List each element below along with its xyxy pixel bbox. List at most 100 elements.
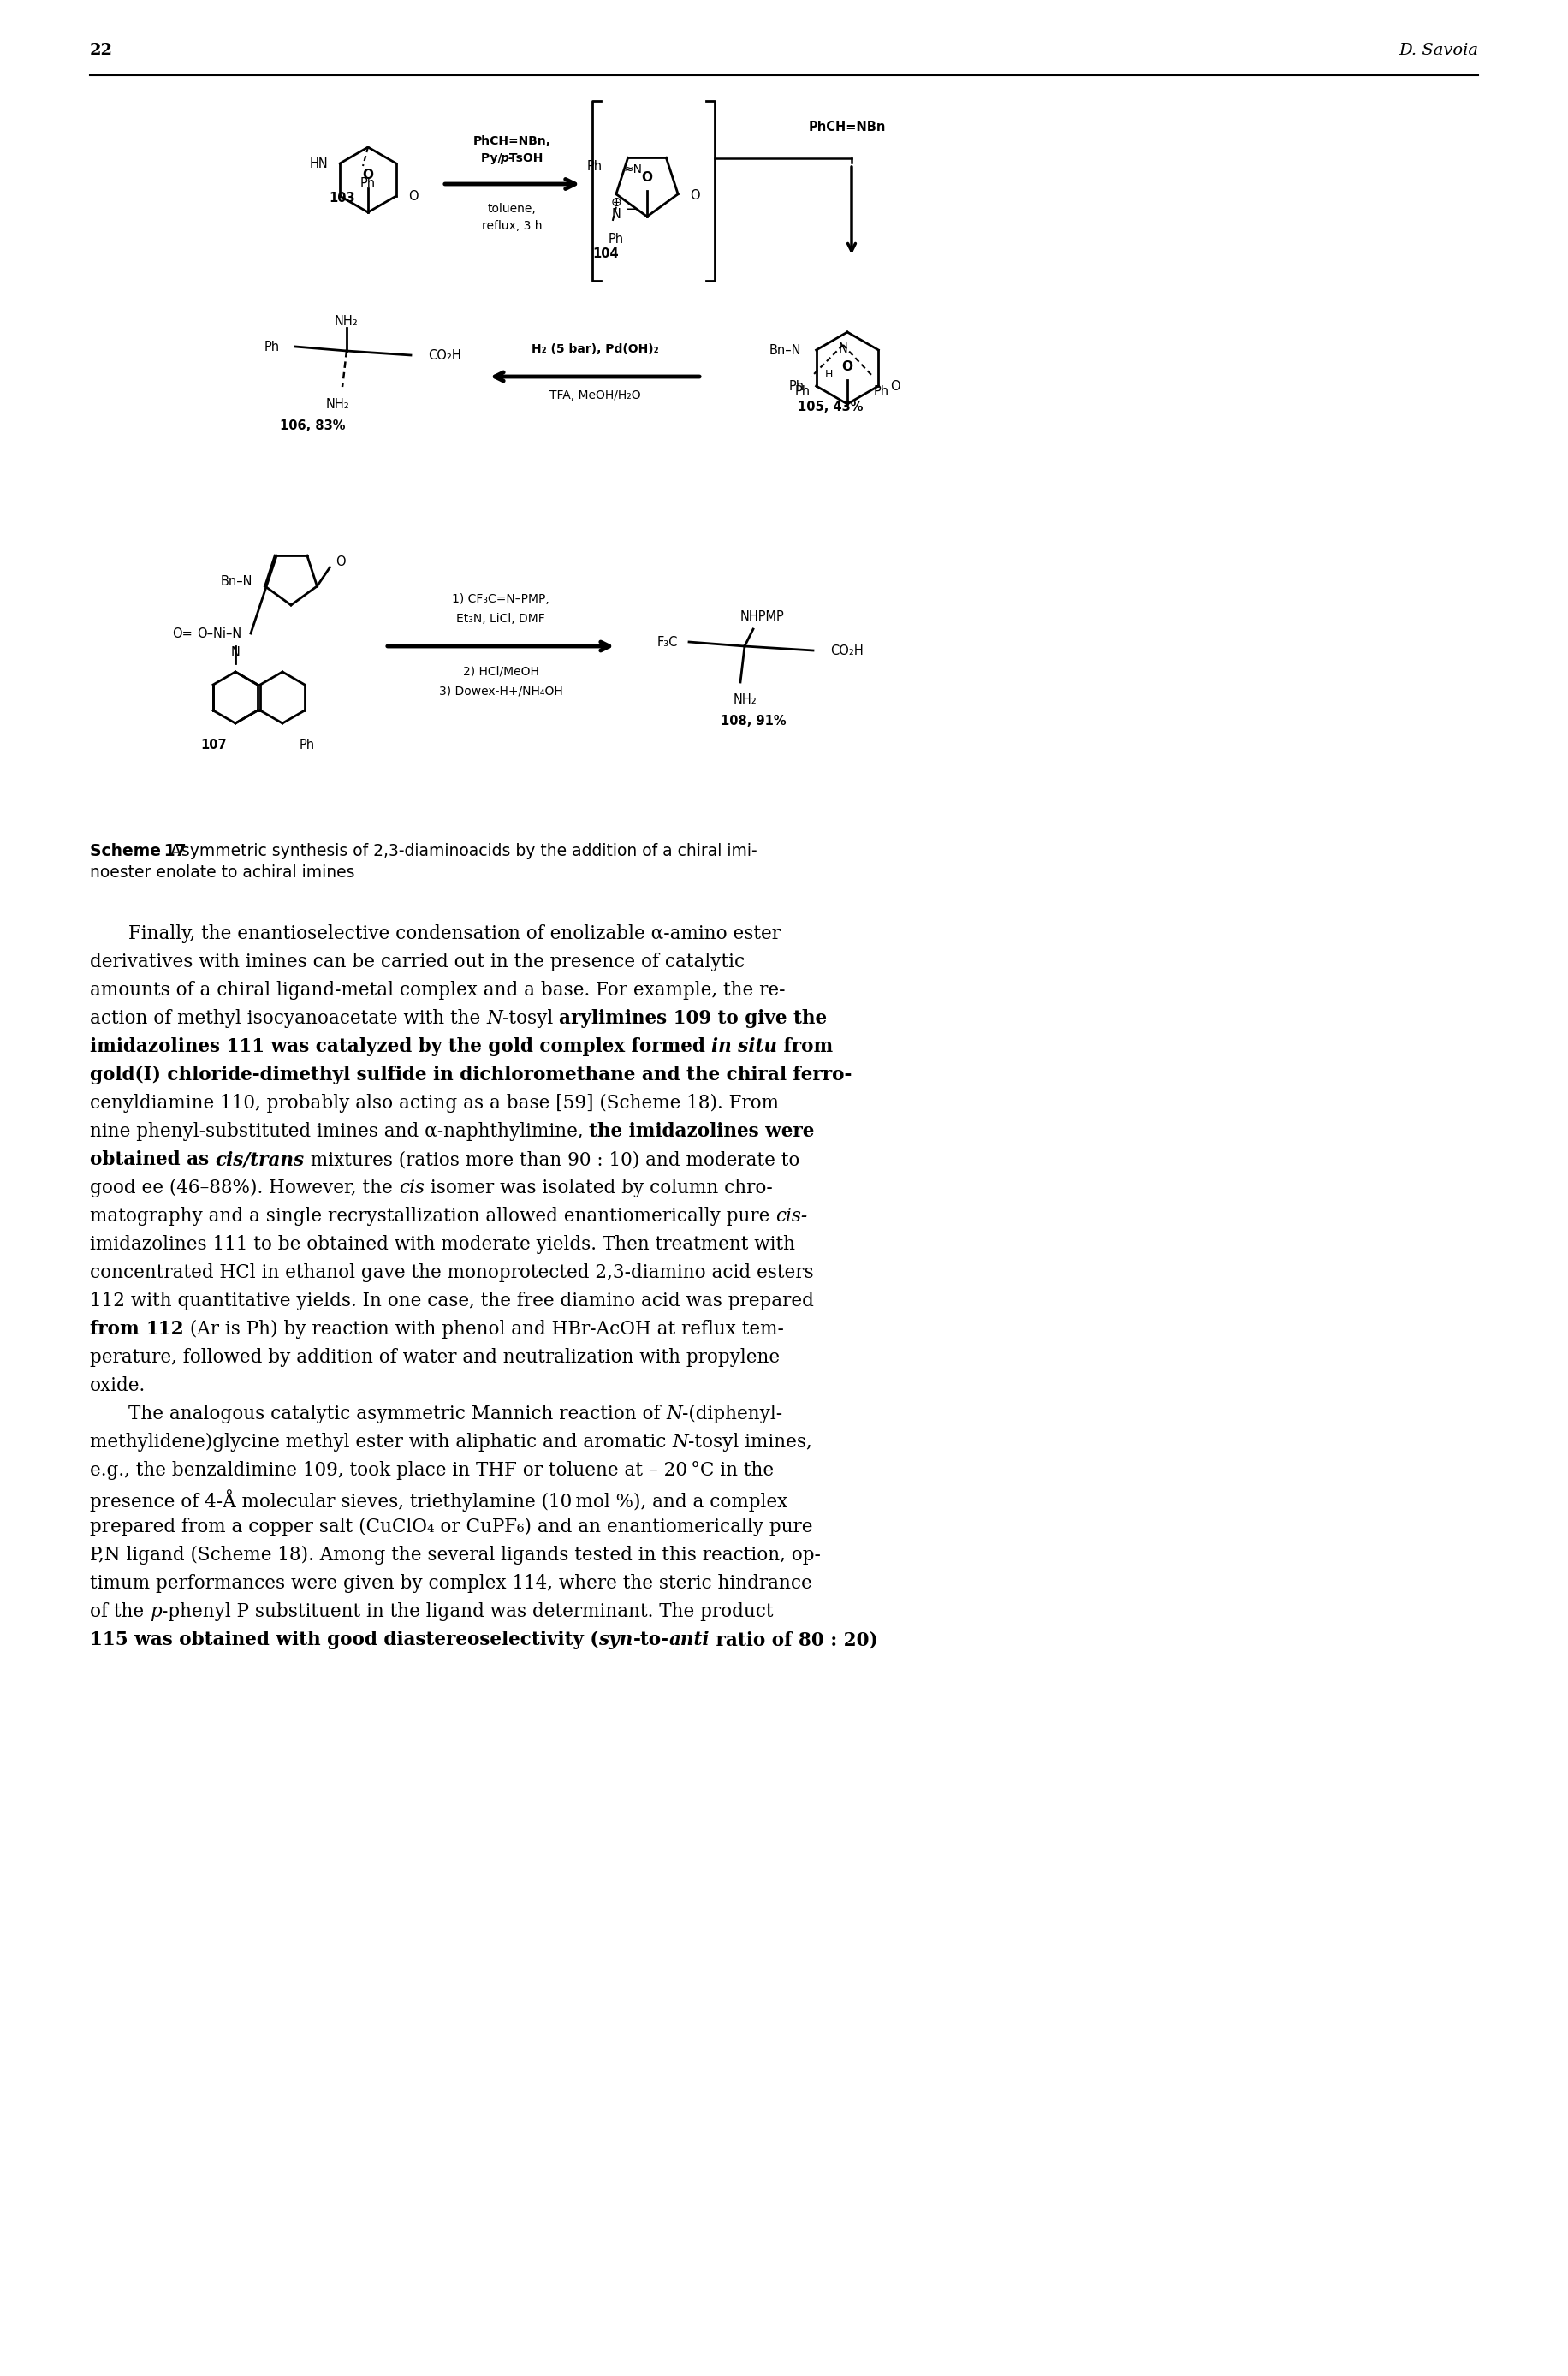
Text: O: O — [336, 556, 347, 568]
Text: cis: cis — [398, 1178, 423, 1198]
Text: F₃C: F₃C — [657, 634, 677, 649]
Text: the imidazolines were: the imidazolines were — [590, 1121, 815, 1140]
Text: arylimines 109: arylimines 109 — [560, 1010, 712, 1029]
Text: 108, 91%: 108, 91% — [720, 715, 786, 727]
Text: N: N — [486, 1010, 502, 1029]
Text: 1) CF₃C=N–PMP,: 1) CF₃C=N–PMP, — [452, 594, 549, 606]
Text: ⊕: ⊕ — [610, 197, 621, 209]
Text: obtained as: obtained as — [89, 1150, 215, 1169]
Text: the chiral ferro-: the chiral ferro- — [687, 1064, 851, 1083]
Text: imidazolines 111 was catalyzed by the gold complex formed: imidazolines 111 was catalyzed by the go… — [89, 1038, 712, 1057]
Text: nine phenyl-substituted imines and α-naphthylimine,: nine phenyl-substituted imines and α-nap… — [89, 1121, 590, 1140]
Text: 112: 112 — [146, 1319, 183, 1338]
Text: Ph: Ph — [361, 178, 376, 190]
Text: O: O — [842, 361, 853, 373]
Text: O: O — [641, 171, 652, 183]
Text: -to-: -to- — [633, 1630, 670, 1649]
Text: PhCH=NBn: PhCH=NBn — [809, 121, 886, 133]
Text: CO₂H: CO₂H — [829, 644, 864, 656]
Text: N: N — [839, 342, 848, 354]
Text: Ph: Ph — [873, 385, 889, 399]
Text: 22: 22 — [89, 43, 113, 57]
Text: e.g., the benzaldimine 109, took place in THF or toluene at – 20 °C in the: e.g., the benzaldimine 109, took place i… — [89, 1461, 775, 1480]
Text: O: O — [690, 190, 699, 202]
Text: NHPMP: NHPMP — [740, 611, 784, 623]
Text: from: from — [778, 1038, 833, 1057]
Text: Scheme 17: Scheme 17 — [89, 843, 187, 860]
Text: Ph: Ph — [265, 340, 279, 354]
Text: mixtures (ratios more than 90 : 10) and moderate to: mixtures (ratios more than 90 : 10) and … — [304, 1150, 800, 1169]
Text: HN: HN — [309, 157, 328, 171]
Text: 3) Dowex-H+/NH₄OH: 3) Dowex-H+/NH₄OH — [439, 684, 563, 696]
Text: H: H — [825, 368, 833, 380]
Text: Ph: Ph — [795, 385, 811, 399]
Text: cenyldiamine 110, probably also acting as a base [59] (Scheme 18). From: cenyldiamine 110, probably also acting a… — [89, 1093, 779, 1112]
Text: presence of 4-Å molecular sieves, triethylamine (10 mol %), and a complex: presence of 4-Å molecular sieves, trieth… — [89, 1490, 787, 1511]
Text: CO₂H: CO₂H — [428, 349, 461, 361]
Text: perature, followed by addition of water and neutralization with propylene: perature, followed by addition of water … — [89, 1347, 779, 1366]
Text: derivatives with imines can be carried out in the presence of catalytic: derivatives with imines can be carried o… — [89, 953, 745, 972]
Text: O: O — [362, 169, 373, 181]
Text: prepared from a copper salt (CuClO₄ or CuPF₆) and an enantiomerically pure: prepared from a copper salt (CuClO₄ or C… — [89, 1518, 812, 1537]
Text: Ph: Ph — [789, 380, 804, 392]
Text: −: − — [626, 202, 638, 216]
Text: p-: p- — [500, 152, 513, 164]
Text: 2) HCl/MeOH: 2) HCl/MeOH — [463, 665, 539, 677]
Text: toluene,: toluene, — [488, 202, 536, 214]
Text: timum performances were given by complex 114, where the steric hindrance: timum performances were given by complex… — [89, 1573, 812, 1592]
Text: noester enolate to achiral imines: noester enolate to achiral imines — [89, 865, 354, 881]
Text: -phenyl P substituent in the ligand was determinant. The product: -phenyl P substituent in the ligand was … — [162, 1601, 773, 1620]
Text: 112 with quantitative yields. In one case, the free diamino acid was prepared: 112 with quantitative yields. In one cas… — [89, 1293, 814, 1312]
Text: anti: anti — [670, 1630, 710, 1649]
Text: N: N — [230, 646, 240, 658]
Text: from: from — [89, 1319, 146, 1338]
Text: ≈N: ≈N — [624, 164, 643, 176]
Text: methylidene)glycine methyl ester with aliphatic and aromatic: methylidene)glycine methyl ester with al… — [89, 1433, 673, 1452]
Text: -(diphenyl-: -(diphenyl- — [682, 1404, 782, 1423]
Text: O–Ni–N: O–Ni–N — [198, 627, 241, 639]
Text: P,N ligand (Scheme 18). Among the several ligands tested in this reaction, op-: P,N ligand (Scheme 18). Among the severa… — [89, 1547, 820, 1566]
Text: N: N — [612, 209, 621, 221]
Text: Ph: Ph — [586, 159, 602, 173]
Text: of the: of the — [89, 1601, 151, 1620]
Text: imidazolines 111 to be obtained with moderate yields. Then treatment with: imidazolines 111 to be obtained with mod… — [89, 1236, 795, 1255]
Text: PhCH=NBn,: PhCH=NBn, — [474, 135, 550, 147]
Text: 103: 103 — [329, 192, 356, 204]
Text: concentrated HCl in ethanol gave the monoprotected 2,3-diamino acid esters: concentrated HCl in ethanol gave the mon… — [89, 1264, 814, 1283]
Text: NH₂: NH₂ — [732, 694, 756, 706]
Text: O: O — [891, 380, 900, 392]
Text: 106, 83%: 106, 83% — [279, 421, 345, 432]
Text: The analogous catalytic asymmetric Mannich reaction of: The analogous catalytic asymmetric Manni… — [129, 1404, 666, 1423]
Text: 105, 43%: 105, 43% — [798, 402, 862, 413]
Text: good ee (46–88%). However, the: good ee (46–88%). However, the — [89, 1178, 398, 1198]
Text: O: O — [408, 190, 419, 202]
Text: H₂ (5 bar), Pd(OH)₂: H₂ (5 bar), Pd(OH)₂ — [532, 342, 659, 354]
Text: reflux, 3 h: reflux, 3 h — [481, 221, 543, 233]
Text: gold(I) chloride-dimethyl sulfide in dichloromethane and: gold(I) chloride-dimethyl sulfide in dic… — [89, 1064, 687, 1083]
Text: cis/trans: cis/trans — [215, 1150, 304, 1169]
Text: action of methyl isocyanoacetate with the: action of methyl isocyanoacetate with th… — [89, 1010, 486, 1029]
Text: amounts of a chiral ligand-metal complex and a base. For example, the re-: amounts of a chiral ligand-metal complex… — [89, 981, 786, 1000]
Text: -tosyl: -tosyl — [502, 1010, 560, 1029]
Text: Ph: Ph — [299, 739, 315, 751]
Text: syn: syn — [599, 1630, 633, 1649]
Text: Et₃N, LiCl, DMF: Et₃N, LiCl, DMF — [456, 613, 546, 625]
Text: oxide.: oxide. — [89, 1376, 146, 1395]
Text: to give the: to give the — [712, 1010, 828, 1029]
Text: isomer was isolated by column chro-: isomer was isolated by column chro- — [423, 1178, 771, 1198]
Text: O=: O= — [172, 627, 193, 639]
Text: cis-: cis- — [776, 1207, 808, 1226]
Text: 115 was obtained with good diastereoselectivity (: 115 was obtained with good diastereosele… — [89, 1630, 599, 1649]
Text: matography and a single recrystallization allowed enantiomerically pure: matography and a single recrystallizatio… — [89, 1207, 776, 1226]
Text: Py/   TsOH: Py/ TsOH — [481, 152, 543, 164]
Text: NH₂: NH₂ — [334, 314, 359, 328]
Text: (Ar is Ph) by reaction with phenol and HBr-AcOH at reflux tem-: (Ar is Ph) by reaction with phenol and H… — [183, 1319, 784, 1338]
Text: p: p — [151, 1601, 162, 1620]
Text: N: N — [673, 1433, 688, 1452]
Text: D. Savoia: D. Savoia — [1399, 43, 1479, 57]
Text: N: N — [666, 1404, 682, 1423]
Text: Bn–N: Bn–N — [221, 575, 252, 589]
Text: Ph: Ph — [608, 233, 624, 245]
Text: -tosyl imines,: -tosyl imines, — [688, 1433, 812, 1452]
Text: Finally, the enantioselective condensation of enolizable α-amino ester: Finally, the enantioselective condensati… — [129, 924, 781, 943]
